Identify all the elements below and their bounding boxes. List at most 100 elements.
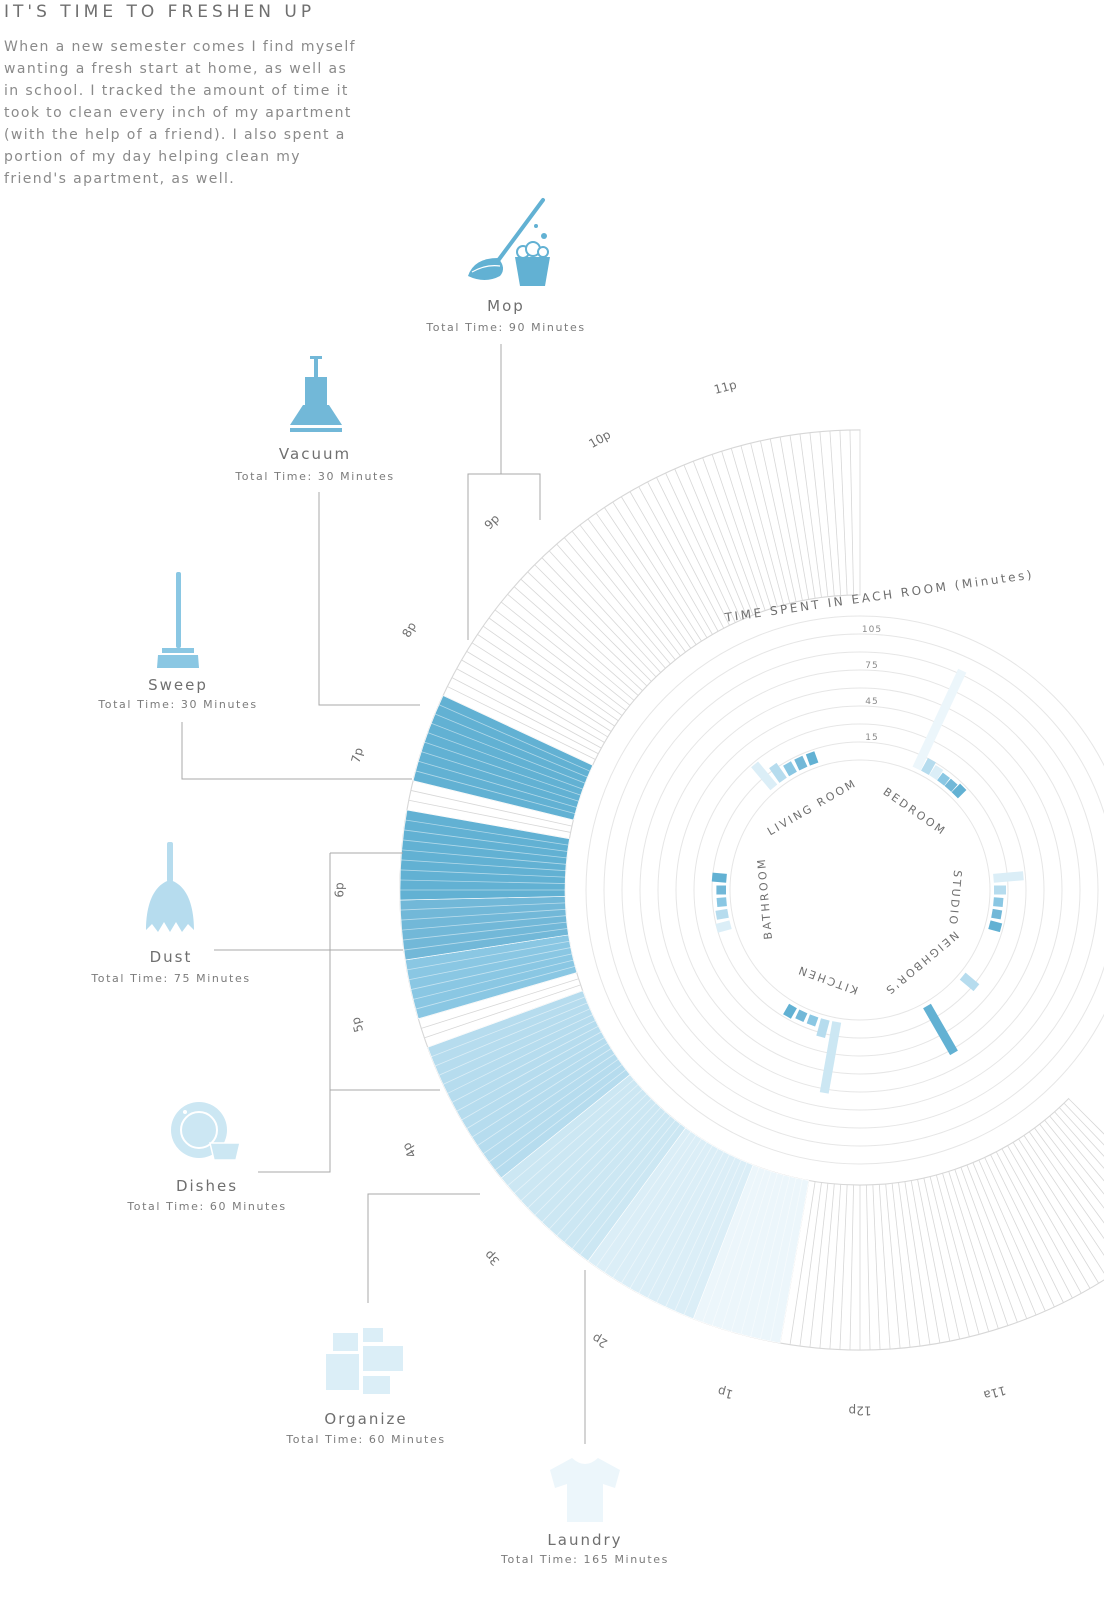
schedule-division <box>482 1058 619 1155</box>
minute-ring <box>603 633 1104 1147</box>
hour-spoke <box>541 557 657 678</box>
task-dust-total: Total Time: 75 Minutes <box>90 972 250 985</box>
schedule-division <box>683 1162 748 1316</box>
schedule-division <box>534 1098 652 1216</box>
room-bar-sweep <box>993 897 1004 907</box>
hour-spoke <box>799 433 822 598</box>
schedule-division <box>730 1173 778 1332</box>
minute-ring <box>621 651 1099 1129</box>
schedule-division <box>556 1111 666 1237</box>
task-mop-total: Total Time: 90 Minutes <box>425 321 585 334</box>
hour-spoke <box>424 984 581 1039</box>
hour-spoke <box>1023 1135 1104 1256</box>
hour-spoke <box>954 1169 1009 1326</box>
hour-labels: 9a10a11a12p1p2p3p4p5p6p7p8p9p10p11p <box>333 378 1008 1418</box>
hour-label: 3p <box>482 1248 503 1269</box>
hour-spoke <box>579 524 681 657</box>
hour-spoke <box>819 1183 835 1349</box>
hour-spoke <box>488 617 623 716</box>
schedule-division <box>403 829 568 852</box>
schedule-division <box>400 908 566 921</box>
hour-spoke <box>1068 1098 1104 1135</box>
hour-spoke <box>872 1184 881 1350</box>
hour-spoke <box>638 486 719 632</box>
schedule-division <box>402 921 567 941</box>
room-label: NEIGHBOR'S <box>882 928 962 998</box>
schedule-division <box>494 1069 627 1171</box>
hour-label: 12p <box>849 1404 872 1418</box>
hour-spoke <box>447 686 596 760</box>
minute-ring <box>729 759 991 1021</box>
minute-ring <box>693 723 1027 1057</box>
schedule-division <box>612 1138 702 1279</box>
schedule-division <box>571 1119 676 1249</box>
task-sweep-total: Total Time: 30 Minutes <box>97 698 257 711</box>
task-laundry-name: Laundry <box>547 1531 622 1549</box>
schedule-division <box>665 1157 736 1308</box>
hour-spoke <box>750 443 791 604</box>
ring-value-label: 75 <box>865 661 878 671</box>
room-bar-dust <box>816 1018 830 1038</box>
hour-label: 6p <box>333 882 347 897</box>
task-laundry: Laundry Total Time: 165 Minutes <box>500 1458 667 1566</box>
hour-spoke <box>674 468 742 621</box>
hour-spoke <box>891 1183 911 1348</box>
schedule-division <box>527 1093 648 1209</box>
schedule-division <box>442 1014 593 1085</box>
minute-ring <box>639 669 1081 1111</box>
schedule-division <box>564 1115 671 1243</box>
hour-spoke <box>929 1176 970 1337</box>
room-bar-mop <box>711 872 727 883</box>
hour-spoke <box>527 571 648 687</box>
tshirt-icon <box>550 1458 620 1522</box>
task-mop: Mop Total Time: 90 Minutes <box>425 198 585 334</box>
room-bar-sweep <box>783 761 797 777</box>
vacuum-icon <box>290 356 342 432</box>
task-organize-name: Organize <box>324 1410 407 1428</box>
hour-spoke <box>942 1173 990 1332</box>
schedule-division <box>400 902 566 911</box>
hour-spoke <box>587 518 686 653</box>
hour-label: 11p <box>712 378 738 397</box>
schedule-division <box>427 732 583 790</box>
task-vacuum: Vacuum Total Time: 30 Minutes <box>234 356 393 483</box>
hour-spoke <box>683 464 748 618</box>
dishes-icon <box>171 1102 241 1161</box>
minute-ring <box>675 705 1045 1075</box>
schedule-division <box>438 1008 591 1076</box>
hour-label: 2p <box>590 1331 610 1351</box>
hour-spoke <box>692 461 754 616</box>
hour-spoke <box>1054 1111 1104 1169</box>
schedule-division <box>595 1131 692 1268</box>
hour-spoke <box>769 438 803 601</box>
schedule-division <box>647 1151 725 1299</box>
hour-spoke <box>711 454 766 611</box>
task-organize-total: Total Time: 60 Minutes <box>285 1433 445 1446</box>
vacuum-connector <box>318 492 420 706</box>
schedule-wedge-mop <box>412 695 594 821</box>
task-dust: Dust Total Time: 75 Minutes <box>90 842 250 985</box>
schedule-division <box>579 1123 681 1256</box>
room-label: KITCHEN <box>795 963 860 997</box>
task-vacuum-name: Vacuum <box>279 445 351 463</box>
broom-icon <box>157 572 199 668</box>
sweep-connector <box>181 722 412 780</box>
hour-spoke <box>1001 1148 1082 1294</box>
room-bar-dust <box>959 972 980 992</box>
page-title: IT'S TIME TO FRESHEN UP <box>4 2 316 22</box>
mop-connector-branch <box>501 473 541 520</box>
hour-label: 10p <box>586 427 613 451</box>
hour-spoke <box>978 1159 1046 1312</box>
ring-value-label: 15 <box>865 733 878 743</box>
schedule-division <box>434 1002 588 1067</box>
hour-label: 1p <box>716 1384 734 1401</box>
schedule-division <box>548 1107 661 1230</box>
schedule-division <box>418 760 577 808</box>
room-bar-laundry <box>912 668 967 771</box>
room-bar-vacuum <box>944 778 958 792</box>
hour-spoke <box>507 594 635 701</box>
hour-spoke <box>456 668 602 749</box>
schedule-division <box>421 751 579 802</box>
schedule-division <box>447 1020 596 1094</box>
